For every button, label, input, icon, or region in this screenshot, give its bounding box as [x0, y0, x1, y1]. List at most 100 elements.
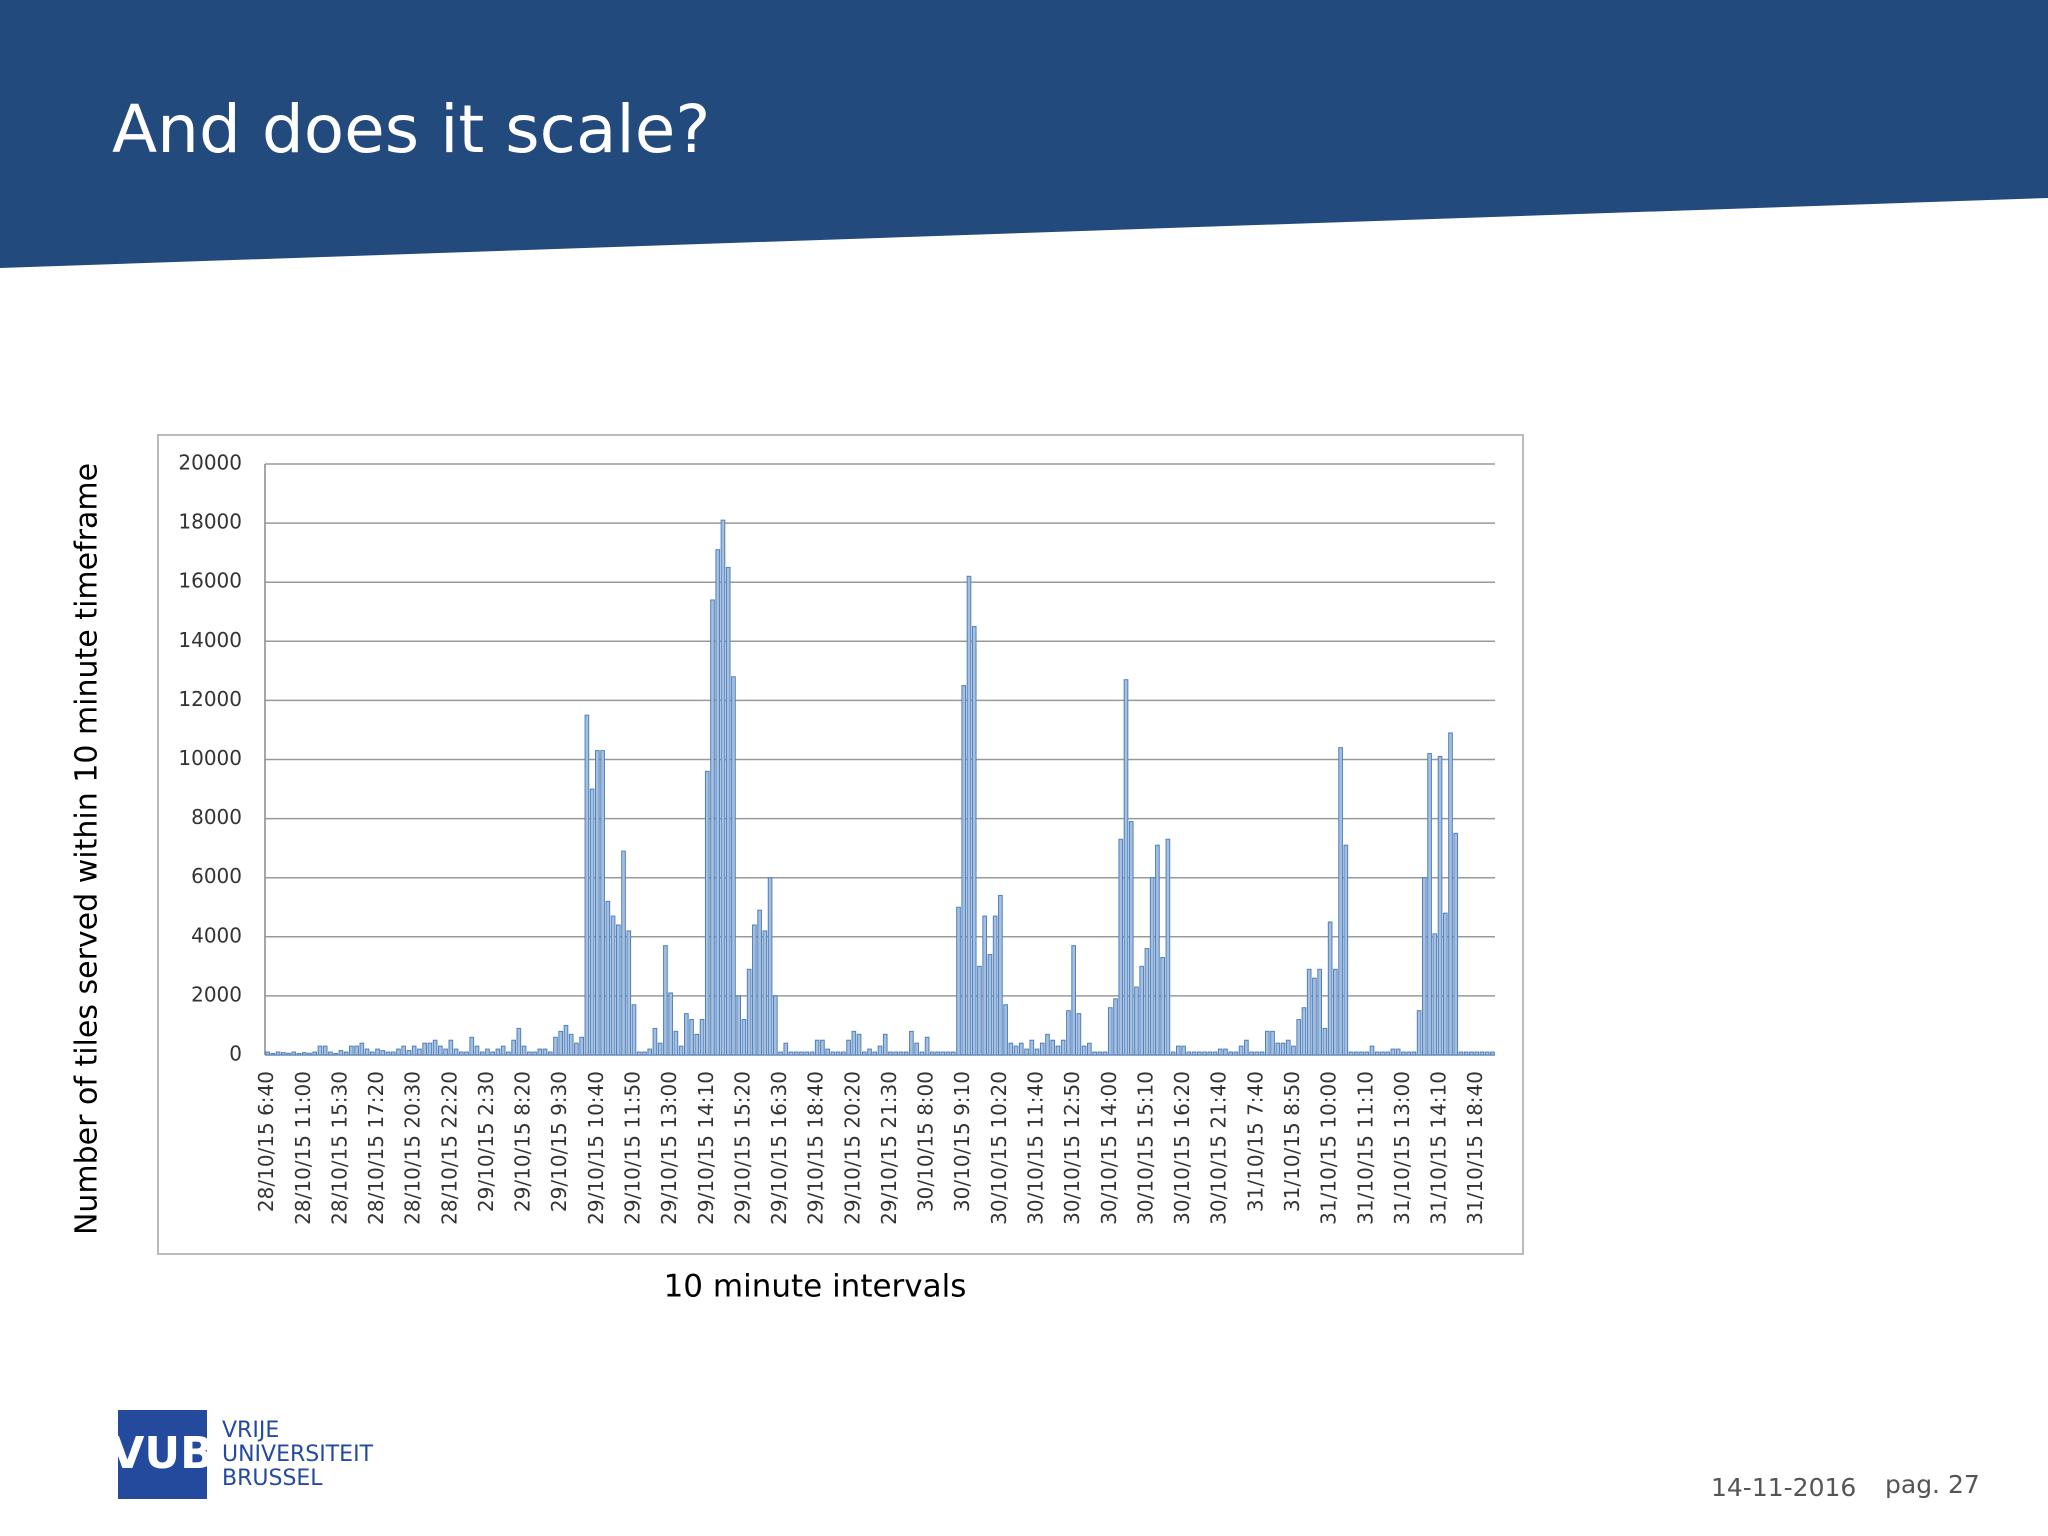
bar	[1296, 1019, 1302, 1056]
y-tick-label: 6000	[191, 864, 242, 888]
x-tick-label: 31/10/15 11:10	[1353, 1071, 1377, 1225]
bar	[1071, 945, 1076, 1056]
x-tick-label: 29/10/15 15:20	[730, 1071, 754, 1225]
x-tick-label: 30/10/15 9:10	[950, 1071, 974, 1212]
bar	[1170, 1051, 1176, 1056]
x-tick-label: 28/10/15 11:00	[291, 1071, 315, 1225]
x-tick-label: 30/10/15 21:40	[1207, 1071, 1231, 1225]
y-tick-label: 20000	[178, 451, 242, 475]
bar	[542, 1048, 548, 1056]
x-tick-label: 29/10/15 16:30	[767, 1071, 791, 1225]
bar	[930, 1051, 935, 1056]
logo-line: VRIJE	[222, 1418, 279, 1443]
x-tick-label: 30/10/15 14:00	[1097, 1071, 1121, 1225]
bar	[982, 915, 988, 1056]
bar	[1191, 1051, 1197, 1056]
bar	[762, 930, 768, 1056]
slide-title: And does it scale?	[112, 91, 710, 168]
bar	[1081, 1045, 1087, 1056]
bar	[856, 1033, 862, 1056]
bar	[1107, 1007, 1113, 1056]
bar	[610, 915, 616, 1056]
bar	[1076, 1013, 1082, 1056]
x-tick-label: 29/10/15 14:10	[694, 1071, 718, 1225]
bar	[1244, 1039, 1249, 1056]
y-tick-label: 10000	[178, 746, 242, 770]
bar	[417, 1048, 422, 1056]
bar	[888, 1051, 893, 1056]
bar	[1228, 1051, 1234, 1056]
bar	[1176, 1045, 1181, 1056]
bar	[1453, 832, 1459, 1056]
bar	[1024, 1048, 1029, 1056]
y-tick-label: 8000	[191, 805, 242, 829]
bar	[893, 1051, 899, 1056]
bar	[814, 1039, 820, 1056]
footer-date: 14-11-2016	[1711, 1473, 1856, 1502]
bar	[359, 1042, 365, 1056]
y-tick-label: 12000	[178, 687, 242, 711]
bar	[537, 1048, 543, 1056]
bar	[1458, 1051, 1464, 1056]
bar	[1055, 1045, 1061, 1056]
bar	[364, 1048, 370, 1056]
bar	[553, 1036, 558, 1056]
bar	[1102, 1051, 1108, 1056]
bar	[825, 1048, 830, 1056]
bar	[1270, 1030, 1275, 1056]
bar	[301, 1052, 307, 1056]
bar	[924, 1036, 930, 1056]
bar	[694, 1033, 700, 1056]
bar	[427, 1042, 433, 1056]
bar	[804, 1051, 810, 1056]
bar	[1118, 838, 1124, 1056]
bar	[1066, 1010, 1071, 1056]
bar	[1092, 1051, 1097, 1056]
x-tick-label: 31/10/15 18:40	[1463, 1071, 1487, 1225]
bar	[663, 945, 668, 1056]
bar	[1463, 1051, 1469, 1056]
bar	[940, 1051, 946, 1056]
bar	[579, 1036, 584, 1056]
bar	[1034, 1048, 1040, 1056]
bar	[506, 1051, 511, 1056]
bar	[469, 1036, 475, 1056]
bar	[1312, 977, 1317, 1056]
bar	[458, 1051, 464, 1056]
bar	[1364, 1051, 1370, 1056]
bar	[432, 1039, 438, 1056]
bar	[783, 1042, 789, 1056]
bar	[736, 995, 742, 1056]
bar	[422, 1042, 427, 1056]
bar	[668, 992, 673, 1056]
bar	[1390, 1048, 1396, 1056]
bar	[328, 1051, 333, 1056]
bar	[809, 1051, 815, 1056]
bar	[1202, 1051, 1207, 1056]
bar	[1097, 1051, 1103, 1056]
bar	[500, 1045, 506, 1056]
bar	[1060, 1039, 1066, 1056]
bar	[877, 1045, 883, 1056]
x-tick-label: 31/10/15 10:00	[1317, 1071, 1341, 1225]
bar	[495, 1048, 501, 1056]
bar	[516, 1027, 522, 1056]
bar	[1348, 1051, 1354, 1056]
bar	[752, 924, 757, 1056]
bar	[349, 1045, 354, 1056]
bar	[1013, 1045, 1019, 1056]
bar	[547, 1051, 553, 1056]
bar	[1484, 1051, 1490, 1056]
bar	[1128, 821, 1134, 1056]
bar	[1442, 912, 1448, 1056]
bar	[872, 1051, 878, 1056]
x-tick-label: 29/10/15 11:50	[621, 1071, 645, 1225]
bar	[720, 519, 726, 1056]
bar	[1087, 1042, 1092, 1056]
bar	[799, 1051, 804, 1056]
bar	[673, 1030, 679, 1056]
bar	[971, 626, 977, 1056]
bar	[731, 676, 736, 1056]
bar	[778, 1051, 783, 1056]
bar	[788, 1051, 794, 1056]
